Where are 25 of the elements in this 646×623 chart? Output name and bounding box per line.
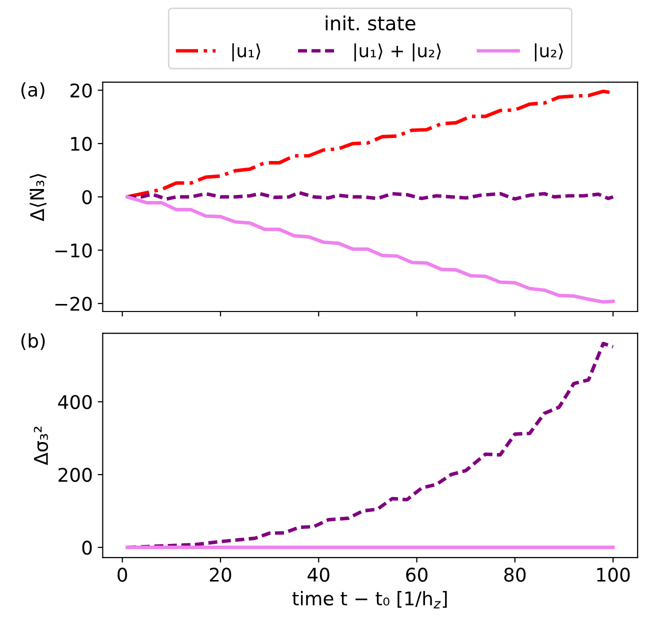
y-tick-label: 20 xyxy=(70,83,92,98)
x-axis-title: time t − t₀ [1/h$_{z}$] xyxy=(292,591,447,608)
y-tick-label: 400 xyxy=(58,394,92,410)
legend-label: |u₁⟩ xyxy=(232,43,260,62)
x-tick-label: 60 xyxy=(406,568,428,582)
y-tick-label: −10 xyxy=(55,243,92,258)
x-tick-label: 0 xyxy=(118,568,128,582)
x-tick-label: 20 xyxy=(210,568,232,582)
y-tick-label: −20 xyxy=(55,296,92,311)
y-tick-label: 200 xyxy=(58,468,92,482)
x-tick-label: 40 xyxy=(308,568,330,582)
line-series xyxy=(126,195,615,304)
legend-title: init. state xyxy=(326,16,416,31)
text: (b) xyxy=(21,333,45,350)
y-axis-title: Δ⟨N̈₃⟩ xyxy=(30,174,46,222)
y-tick-label: 10 xyxy=(71,136,92,151)
y-tick-label: 0 xyxy=(82,190,92,204)
y-tick-label: 0 xyxy=(82,540,92,555)
line-series xyxy=(126,190,615,201)
x-tick-label: 80 xyxy=(504,568,526,582)
legend-label: |u₂⟩ xyxy=(534,43,563,62)
text: (a) xyxy=(21,82,44,99)
y-axis-title: Δσ₃² xyxy=(34,426,48,466)
legend-label: |u₁⟩ + |u₂⟩ xyxy=(354,43,441,62)
x-tick-label: 100 xyxy=(597,568,630,582)
